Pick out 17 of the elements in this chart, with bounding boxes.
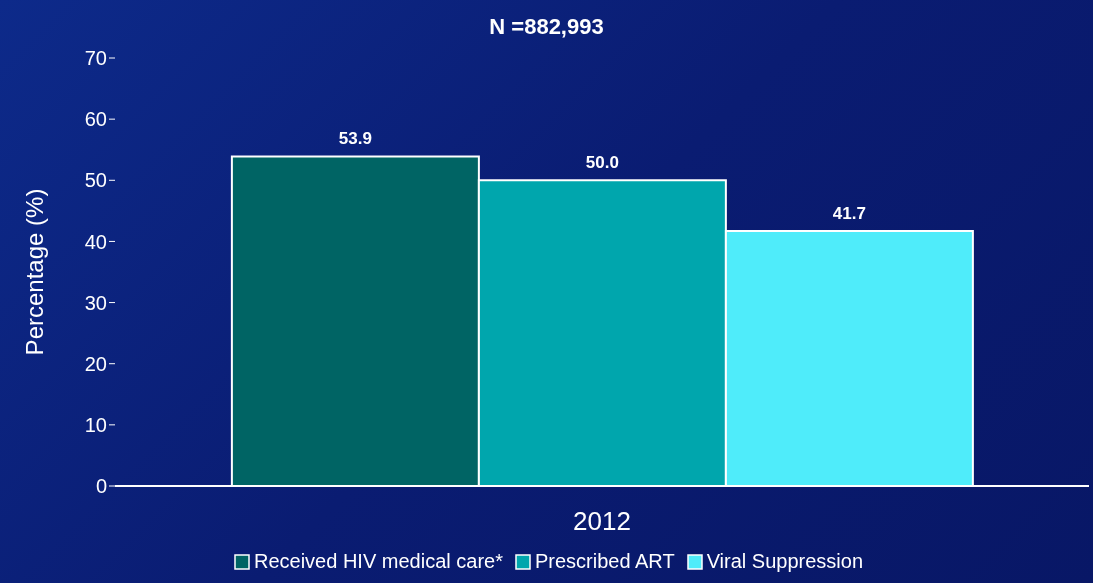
legend-label: Viral Suppression xyxy=(706,550,864,572)
y-tick-label: 60 xyxy=(84,108,107,131)
data-label: 53.9 xyxy=(338,129,372,149)
y-tick-label: 70 xyxy=(84,47,107,70)
y-tick-label: 40 xyxy=(84,230,107,253)
legend-label: Prescribed ART xyxy=(534,550,675,572)
y-tick-label: 50 xyxy=(84,169,107,192)
y-tick-label: 20 xyxy=(84,352,107,375)
y-axis-title: Percentage (%) xyxy=(20,188,48,356)
legend-label: Received HIV medical care* xyxy=(253,550,503,572)
data-label: 50.0 xyxy=(585,153,619,173)
chart-title: N =882,993 xyxy=(488,14,605,40)
y-tick-label: 0 xyxy=(95,475,107,498)
y-tick-label: 10 xyxy=(84,413,107,436)
x-tick-label: 2012 xyxy=(573,506,631,537)
data-label: 41.7 xyxy=(832,204,866,224)
y-tick-label: 30 xyxy=(84,291,107,314)
